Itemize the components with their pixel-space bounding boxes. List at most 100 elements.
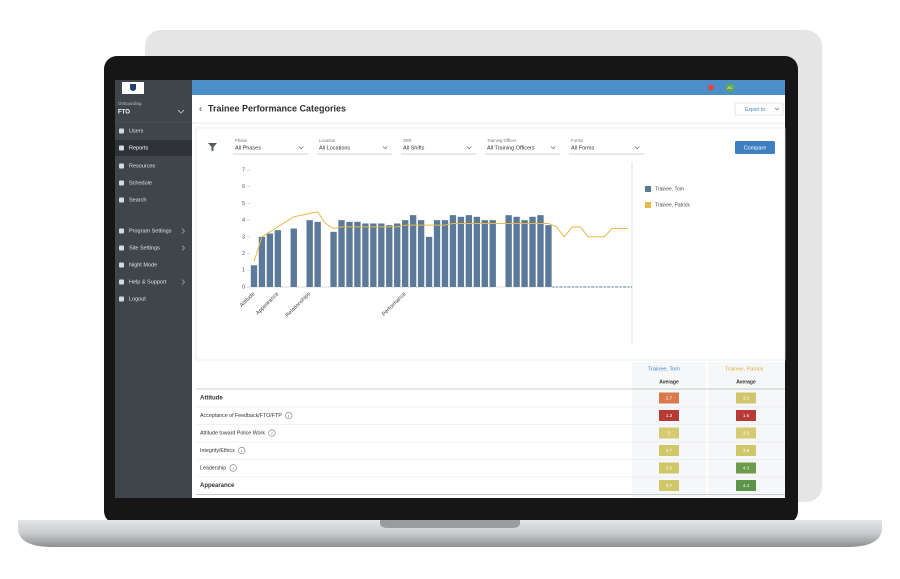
bar xyxy=(266,233,274,287)
notification-icon[interactable] xyxy=(708,84,714,91)
bar xyxy=(346,221,353,287)
filter-icon[interactable] xyxy=(208,143,217,152)
nav-item[interactable]: Search xyxy=(129,197,146,203)
page-title: Trainee Performance Categories xyxy=(208,103,346,113)
nav-item[interactable]: Resources xyxy=(129,163,156,169)
nav-item[interactable]: Reports xyxy=(129,145,149,151)
bar xyxy=(441,220,449,287)
filter-label: Shift xyxy=(403,138,412,143)
nav-icon xyxy=(119,228,124,234)
nav-icon xyxy=(119,296,124,302)
bar xyxy=(250,265,258,287)
compare-button[interactable] xyxy=(735,141,775,154)
bar xyxy=(330,231,337,287)
nav-chevron xyxy=(181,245,185,251)
y-tick-label: 7 xyxy=(242,167,245,173)
bar xyxy=(338,220,345,287)
legend-label[interactable]: Trainee, Patrick xyxy=(655,202,690,208)
section-bg xyxy=(196,390,632,407)
content: Users Reports Resources Schedule Search Progr… xyxy=(115,128,785,497)
nav-item[interactable]: Logout xyxy=(129,296,146,302)
export-dropdown[interactable] xyxy=(734,102,784,116)
bar xyxy=(394,223,401,287)
y-tick-label: 3 xyxy=(242,234,245,240)
program-chevron[interactable] xyxy=(177,109,185,114)
score-value: 2.7 xyxy=(666,395,673,400)
filter-chevron xyxy=(634,146,640,150)
bar xyxy=(258,236,266,287)
bar xyxy=(545,225,552,287)
bar xyxy=(465,215,473,287)
score-value: 1.6 xyxy=(743,413,750,418)
nav-item[interactable]: Users xyxy=(129,128,144,134)
column-name[interactable]: Trainee, Patrick xyxy=(725,366,764,372)
user-initials: AC xyxy=(727,85,733,90)
program-name[interactable]: FTO xyxy=(118,110,130,116)
nav-item[interactable]: Program Settings xyxy=(129,228,172,234)
export-chevron xyxy=(774,107,780,111)
score-cell xyxy=(659,410,679,421)
filter-value[interactable]: All Shifts xyxy=(403,145,425,151)
info-icon[interactable] xyxy=(229,464,237,472)
bar xyxy=(433,220,441,287)
bar xyxy=(290,228,297,287)
score-cell xyxy=(736,480,756,491)
compare-label: Compare xyxy=(744,145,767,151)
nav-icon xyxy=(119,245,124,251)
info-icon[interactable] xyxy=(238,446,246,455)
bar xyxy=(362,223,369,287)
score-cell xyxy=(736,392,756,404)
line xyxy=(253,211,629,263)
top-bar xyxy=(115,80,785,95)
legend-label[interactable]: Trainee, Tom xyxy=(655,186,684,192)
row-label: Acceptance of Feedback/FTO/FTP xyxy=(200,413,282,419)
row-label: Attitude toward Police Work xyxy=(200,430,265,436)
legend-swatch xyxy=(645,186,651,192)
score-value: 4.4 xyxy=(743,483,750,488)
bar xyxy=(489,220,496,287)
nav-item[interactable]: Help & Support xyxy=(129,279,167,285)
nav-item[interactable]: Night Mode xyxy=(129,262,157,268)
nav-icon xyxy=(119,145,124,151)
row-label: Leadership xyxy=(200,465,226,471)
score-cell xyxy=(736,410,756,421)
filter-label: Training Officer xyxy=(487,138,517,143)
sidebar-section-label: Onboarding xyxy=(118,101,142,106)
bar xyxy=(370,223,377,287)
score-value: 3 xyxy=(668,430,671,435)
y-tick-label: 5 xyxy=(242,201,245,207)
score-value: 3.1 xyxy=(743,395,750,400)
nav-active xyxy=(115,140,192,156)
bar xyxy=(354,221,361,287)
score-cell xyxy=(736,427,756,439)
bar xyxy=(449,215,457,287)
filter-value[interactable]: All Forms xyxy=(571,145,594,151)
score-cell xyxy=(659,462,679,474)
filter-value[interactable]: All Training Officers xyxy=(487,145,535,151)
legend-swatch xyxy=(645,202,651,208)
info-icon[interactable] xyxy=(268,429,276,437)
score-cell xyxy=(736,462,756,474)
y-tick-label: 2 xyxy=(242,251,245,257)
filter-label: Location xyxy=(319,138,336,143)
score-cell xyxy=(659,392,679,404)
score-cell xyxy=(659,480,679,491)
nav-icon xyxy=(119,180,124,186)
filter-value[interactable]: All Phases xyxy=(235,145,261,151)
nav-item[interactable]: Site Settings xyxy=(129,245,160,251)
row-label: Integrity/Ethics xyxy=(200,448,235,454)
nav-icon xyxy=(119,128,124,134)
back-arrow[interactable]: ‹ xyxy=(199,103,202,113)
nav-icon xyxy=(119,163,124,169)
filter-value[interactable]: All Locations xyxy=(319,145,350,151)
column-name[interactable]: Trainee, Tom xyxy=(648,366,680,372)
score-value: 3.7 xyxy=(666,483,673,488)
score-value: 1.3 xyxy=(666,413,673,418)
bar xyxy=(409,215,417,287)
avatar[interactable] xyxy=(725,83,735,92)
bar xyxy=(537,215,544,287)
logo-badge xyxy=(130,84,136,91)
nav-item[interactable]: Schedule xyxy=(129,180,152,186)
info-icon[interactable] xyxy=(285,411,293,420)
